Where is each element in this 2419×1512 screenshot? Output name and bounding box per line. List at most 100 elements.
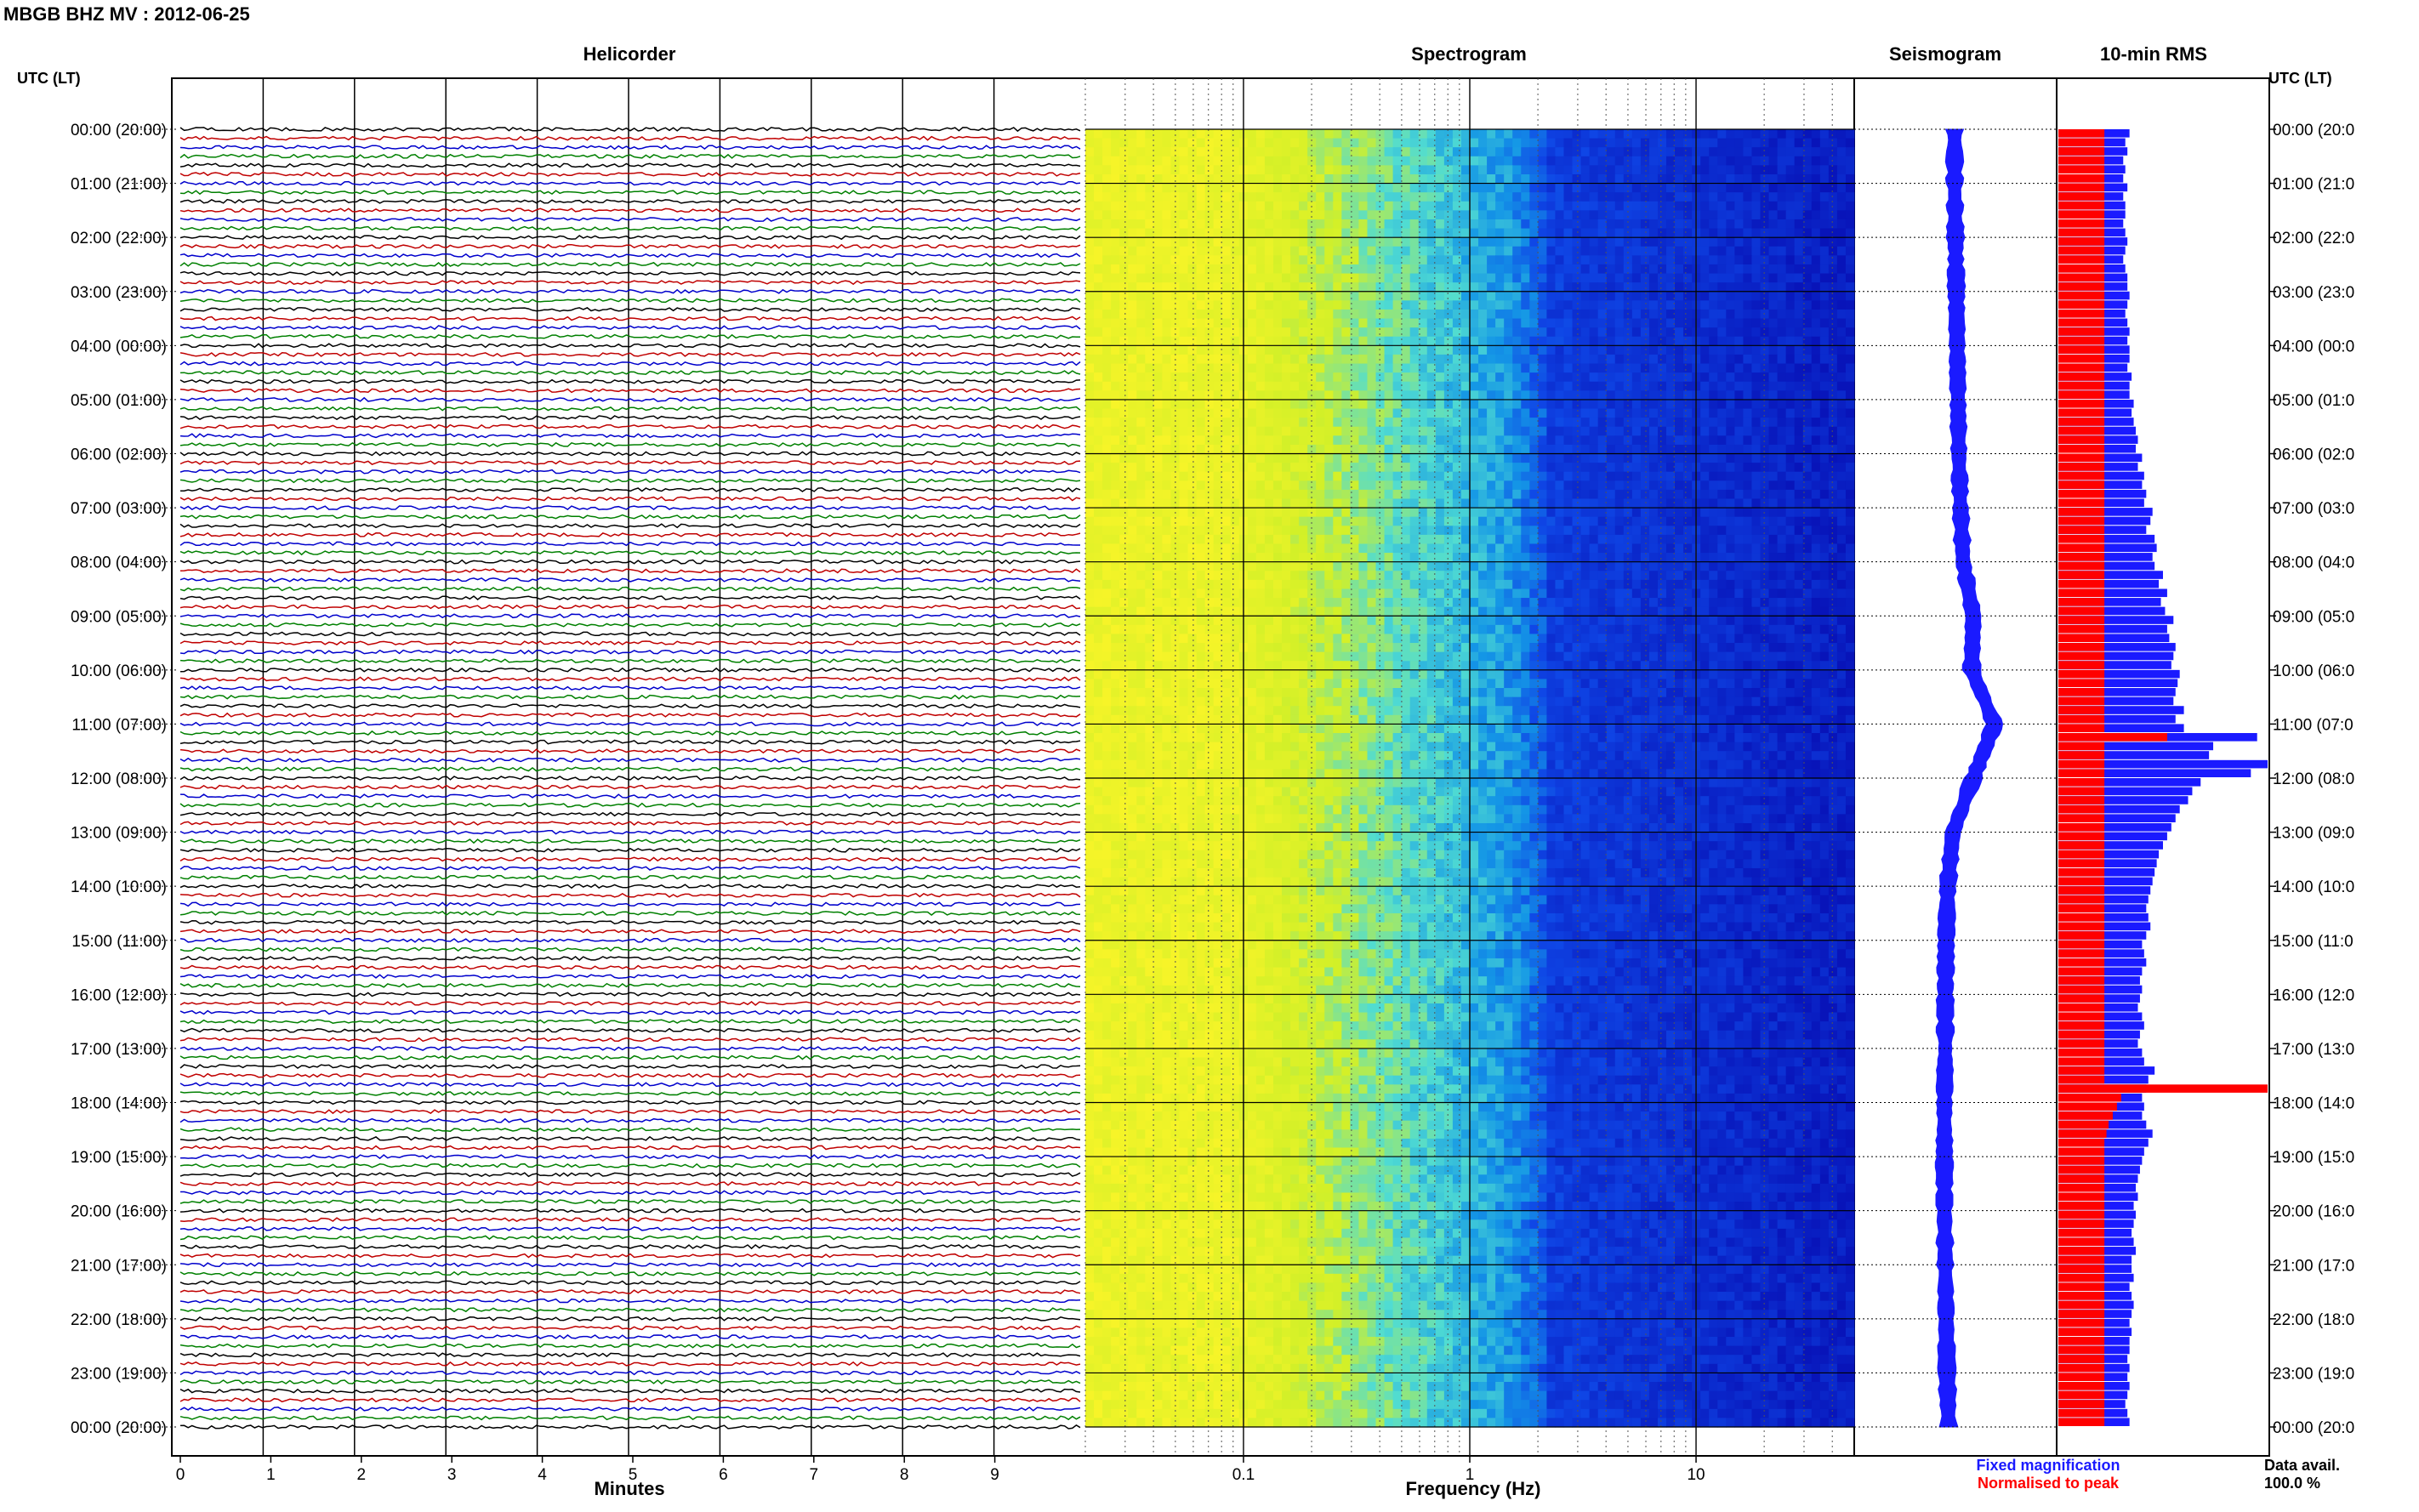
spectrogram-cell [1187, 156, 1198, 166]
spectrogram-cell [1247, 606, 1257, 617]
spectrogram-cell [1435, 336, 1445, 346]
spectrogram-cell [1128, 156, 1137, 166]
spectrogram-cell [1683, 426, 1693, 436]
spectrogram-cell [1213, 192, 1223, 202]
spectrogram-cell [1119, 463, 1129, 473]
spectrogram-cell [1102, 264, 1112, 275]
spectrogram-cell [1726, 201, 1735, 211]
spectrogram-cell [1597, 526, 1608, 536]
spectrogram-cell [1836, 418, 1847, 428]
spectrogram-cell [1085, 201, 1095, 211]
spectrogram-cell [1657, 309, 1667, 320]
spectrogram-cell [1478, 571, 1488, 581]
spectrogram-cell [1418, 381, 1428, 391]
spectrogram-cell [1563, 471, 1574, 481]
spectrogram-cell [1170, 489, 1181, 500]
spectrogram-cell [1230, 526, 1240, 536]
spectrogram-cell [1290, 616, 1300, 626]
spectrogram-cell [1272, 588, 1283, 599]
spectrogram-cell [1717, 616, 1727, 626]
spectrogram-cell [1785, 246, 1796, 256]
spectrogram-cell [1648, 408, 1659, 418]
spectrogram-cell [1119, 345, 1129, 355]
spectrogram-cell [1324, 354, 1334, 365]
spectrogram-cell [1648, 471, 1659, 481]
spectrogram-cell [1333, 408, 1342, 418]
spectrogram-cell [1307, 219, 1317, 230]
spectrogram-cell [1760, 579, 1770, 590]
spectrogram-cell [1418, 571, 1428, 581]
spectrogram-cell [1675, 192, 1684, 202]
spectrogram-cell [1512, 372, 1522, 383]
spectrogram-cell [1392, 336, 1403, 346]
spectrogram-cell [1648, 399, 1659, 410]
spectrogram-cell [1282, 147, 1291, 157]
spectrogram-cell [1478, 165, 1488, 175]
spectrogram-cell [1760, 192, 1770, 202]
spectrogram-cell [1418, 543, 1428, 554]
spectrogram-cell [1102, 616, 1112, 626]
spectrogram-cell [1631, 390, 1642, 401]
spectrogram-cell [1614, 571, 1625, 581]
spectrogram-cell [1521, 173, 1530, 185]
spectrogram-cell [1478, 598, 1488, 608]
spectrogram-cell [1512, 138, 1522, 148]
spectrogram-cell [1290, 345, 1300, 355]
spectrogram-cell [1282, 408, 1291, 418]
spectrogram-cell [1529, 444, 1539, 455]
spectrogram-cell [1358, 453, 1369, 463]
spectrogram-cell [1196, 345, 1206, 355]
spectrogram-cell [1504, 309, 1513, 320]
spectrogram-cell [1538, 579, 1547, 590]
spectrogram-cell [1401, 300, 1411, 310]
spectrogram-cell [1418, 129, 1428, 139]
spectrogram-cell [1443, 408, 1454, 418]
spectrogram-cell [1760, 327, 1770, 338]
spectrogram-cell [1657, 606, 1667, 617]
spectrogram-cell [1272, 435, 1283, 446]
spectrogram-cell [1264, 588, 1274, 599]
spectrogram-cell [1213, 173, 1223, 185]
spectrogram-cell [1196, 426, 1206, 436]
spectrogram-cell [1717, 426, 1727, 436]
spectrogram-cell [1247, 363, 1257, 373]
spectrogram-cell [1768, 201, 1779, 211]
spectrogram-cell [1358, 534, 1369, 545]
spectrogram-cell [1145, 336, 1154, 346]
spectrogram-cell [1819, 192, 1830, 202]
spectrogram-cell [1384, 426, 1394, 436]
spectrogram-cell [1768, 444, 1779, 455]
spectrogram-cell [1675, 480, 1684, 491]
spectrogram-cell [1358, 201, 1369, 211]
spectrogram-cell [1324, 156, 1334, 166]
spectrogram-cell [1119, 210, 1129, 220]
spectrogram-cell [1563, 300, 1574, 310]
spectrogram-cell [1811, 399, 1821, 410]
spectrogram-cell [1751, 237, 1762, 247]
spectrogram-cell [1768, 318, 1779, 328]
spectrogram-cell [1836, 516, 1847, 526]
spectrogram-cell [1341, 318, 1351, 328]
spectrogram-cell [1572, 300, 1582, 310]
spectrogram-cell [1811, 192, 1821, 202]
spectrogram-cell [1504, 471, 1513, 481]
spectrogram-cell [1777, 147, 1787, 157]
spectrogram-cell [1743, 192, 1753, 202]
spectrogram-cell [1094, 553, 1103, 563]
spectrogram-cell [1811, 471, 1821, 481]
spectrogram-cell [1213, 309, 1223, 320]
spectrogram-cell [1717, 282, 1727, 293]
spectrogram-cell [1709, 408, 1718, 418]
spectrogram-cell [1153, 147, 1163, 157]
spectrogram-cell [1350, 201, 1360, 211]
spectrogram-cell [1580, 147, 1591, 157]
spectrogram-cell [1726, 327, 1735, 338]
spectrogram-cell [1221, 300, 1232, 310]
spectrogram-cell [1546, 399, 1557, 410]
spectrogram-cell [1811, 463, 1821, 473]
spectrogram-cell [1614, 579, 1625, 590]
spectrogram-cell [1487, 183, 1496, 193]
spectrogram-cell [1504, 435, 1513, 446]
spectrogram-cell [1478, 354, 1488, 365]
spectrogram-cell [1802, 192, 1813, 202]
